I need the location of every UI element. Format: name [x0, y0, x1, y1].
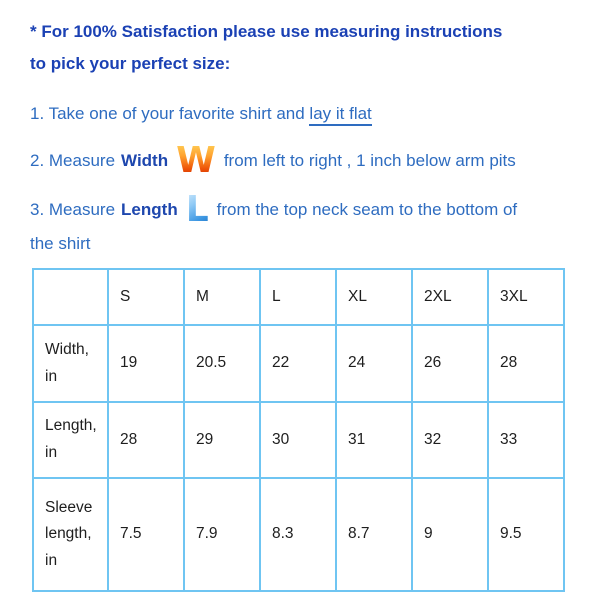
length-s: 28: [107, 401, 185, 479]
header-cell-l: L: [259, 268, 337, 326]
width-m: 20.5: [183, 324, 261, 403]
sleeve-m: 7.9: [183, 477, 261, 592]
sleeve-l: 8.3: [259, 477, 337, 592]
heading-line-1: * For 100% Satisfaction please use measu…: [30, 22, 503, 41]
length-3xl: 33: [487, 401, 565, 479]
sleeve-2xl: 9: [411, 477, 489, 592]
header-cell-m: M: [183, 268, 261, 326]
header-cell-empty: [32, 268, 109, 326]
size-chart-table: S M L XL 2XL 3XL Width, in 19 20.5 22 24…: [32, 268, 565, 592]
instruction-step-2: 2. Measure Width W from left to right , …: [30, 141, 580, 181]
header-cell-3xl: 3XL: [487, 268, 565, 326]
width-s: 19: [107, 324, 185, 403]
step-2-post-text: from left to right , 1 inch below arm pi…: [223, 151, 516, 170]
width-2xl: 26: [411, 324, 489, 403]
gradient-w-icon: W: [176, 140, 216, 181]
length-l: 30: [259, 401, 337, 479]
sleeve-xl: 8.7: [335, 477, 413, 592]
table-row-sleeve-length: Sleeve length, in 7.5 7.9 8.3 8.7 9 9.5: [32, 477, 565, 592]
length-m: 29: [183, 401, 261, 479]
width-l: 22: [259, 324, 337, 403]
satisfaction-heading: * For 100% Satisfaction please use measu…: [30, 16, 580, 80]
length-2xl: 32: [411, 401, 489, 479]
row-label-length: Length, in: [32, 401, 109, 479]
header-cell-s: S: [107, 268, 185, 326]
step-1-text: 1. Take one of your favorite shirt and: [30, 104, 305, 123]
lay-it-flat-underlined-text: lay it flat: [309, 104, 372, 126]
gradient-l-icon: L: [185, 189, 209, 230]
row-label-sleeve: Sleeve length, in: [32, 477, 109, 592]
width-keyword: Width: [121, 151, 169, 170]
instruction-step-3: 3. Measure Length L from the top neck se…: [30, 190, 580, 230]
size-guide-page: * For 100% Satisfaction please use measu…: [30, 16, 580, 592]
instruction-step-3-wrap: the shirt: [30, 234, 91, 253]
width-xl: 24: [335, 324, 413, 403]
sleeve-3xl: 9.5: [487, 477, 565, 592]
step-3-pre-text: 3. Measure: [30, 200, 116, 219]
instruction-step-1: 1. Take one of your favorite shirt and l…: [30, 102, 580, 126]
header-cell-2xl: 2XL: [411, 268, 489, 326]
length-xl: 31: [335, 401, 413, 479]
heading-line-2: to pick your perfect size:: [30, 54, 231, 73]
length-keyword: Length: [121, 200, 178, 219]
step-2-pre-text: 2. Measure: [30, 151, 116, 170]
header-cell-xl: XL: [335, 268, 413, 326]
table-row-length: Length, in 28 29 30 31 32 33: [32, 401, 565, 479]
width-3xl: 28: [487, 324, 565, 403]
sleeve-s: 7.5: [107, 477, 185, 592]
table-row-width: Width, in 19 20.5 22 24 26 28: [32, 324, 565, 403]
row-label-width: Width, in: [32, 324, 109, 403]
step-3-post-text: from the top neck seam to the bottom of: [216, 200, 518, 219]
table-header-row: S M L XL 2XL 3XL: [32, 268, 565, 326]
